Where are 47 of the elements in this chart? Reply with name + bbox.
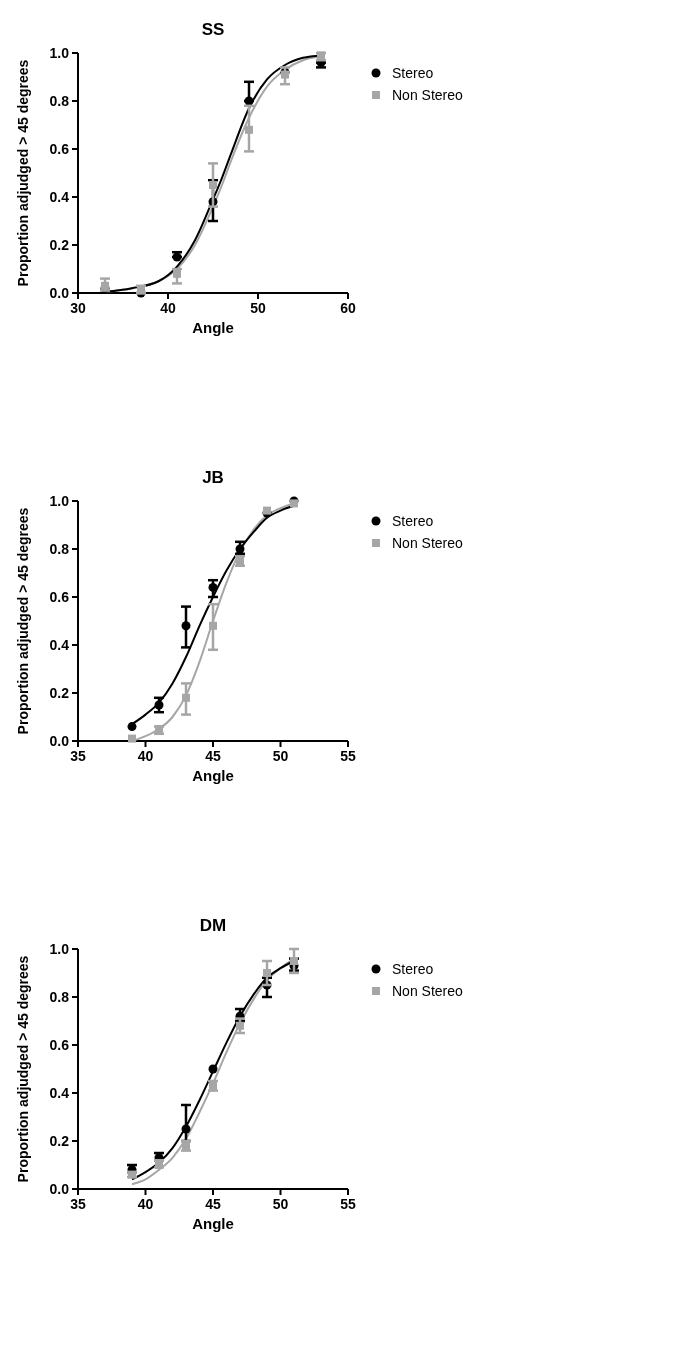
y-tick-label: 1.0 xyxy=(49,941,70,957)
x-axis-title: Angle xyxy=(192,1215,234,1232)
y-axis-title: Proportion adjudged > 45 degrees xyxy=(15,59,31,287)
y-tick-label: 0.0 xyxy=(49,1181,70,1197)
x-tick-label: 35 xyxy=(70,748,86,764)
x-tick-label: 45 xyxy=(205,1196,221,1212)
legend-label: Stereo xyxy=(392,513,434,529)
x-tick-label: 35 xyxy=(70,1196,86,1212)
x-tick-label: 40 xyxy=(160,300,176,316)
x-tick-label: 50 xyxy=(272,748,289,764)
x-tick-label: 40 xyxy=(137,1196,154,1212)
x-tick-label: 50 xyxy=(250,300,266,316)
legend-label: Non Stereo xyxy=(392,535,464,551)
y-tick-label: 0.8 xyxy=(49,989,70,1005)
legend-label: Non Stereo xyxy=(392,983,464,999)
y-tick-label: 1.0 xyxy=(49,45,70,61)
y-tick-label: 0.6 xyxy=(49,1037,70,1053)
y-tick-label: 0.4 xyxy=(49,1085,70,1101)
y-tick-label: 1.0 xyxy=(49,493,70,509)
y-tick-label: 0.4 xyxy=(49,637,70,653)
x-tick-label: 50 xyxy=(272,1196,289,1212)
x-tick-label: 40 xyxy=(137,748,154,764)
x-axis-title: Angle xyxy=(192,767,234,784)
y-tick-label: 0.8 xyxy=(49,93,70,109)
y-tick-label: 0.2 xyxy=(49,237,70,253)
x-axis-title: Angle xyxy=(192,319,234,336)
x-tick-label: 55 xyxy=(340,1196,356,1212)
legend-label: Stereo xyxy=(392,961,434,977)
y-tick-label: 0.0 xyxy=(49,285,70,301)
y-tick-label: 0.2 xyxy=(49,685,70,701)
y-axis-title: Proportion adjudged > 45 degrees xyxy=(15,507,31,735)
legend-label: Non Stereo xyxy=(392,87,464,103)
y-tick-label: 0.8 xyxy=(49,541,70,557)
y-axis-title: Proportion adjudged > 45 degrees xyxy=(15,955,31,1183)
chart-title: DM xyxy=(199,916,227,935)
y-tick-label: 0.4 xyxy=(49,189,70,205)
y-tick-label: 0.2 xyxy=(49,1133,70,1149)
x-tick-label: 60 xyxy=(340,300,356,316)
y-tick-label: 0.6 xyxy=(49,589,70,605)
y-tick-label: 0.0 xyxy=(49,733,70,749)
chart-title: SS xyxy=(201,20,225,39)
x-tick-label: 30 xyxy=(70,300,86,316)
chart-title: JB xyxy=(202,468,224,487)
x-tick-label: 45 xyxy=(205,748,221,764)
y-tick-label: 0.6 xyxy=(49,141,70,157)
x-tick-label: 55 xyxy=(340,748,356,764)
legend-label: Stereo xyxy=(392,65,434,81)
